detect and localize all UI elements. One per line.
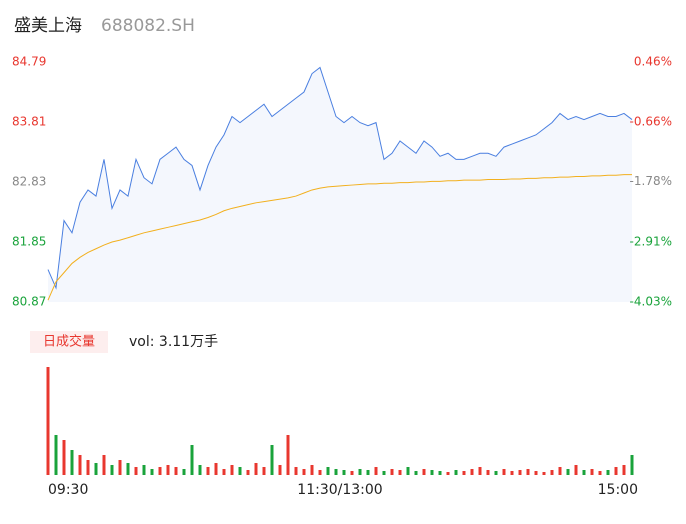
volume-bar bbox=[302, 469, 306, 475]
volume-bar bbox=[382, 471, 386, 475]
volume-bar bbox=[134, 467, 138, 475]
volume-bar bbox=[574, 465, 578, 475]
volume-bar bbox=[294, 467, 298, 475]
volume-bar bbox=[142, 465, 146, 475]
volume-bar bbox=[414, 471, 418, 475]
volume-bar bbox=[174, 467, 178, 475]
price-line bbox=[47, 66, 633, 290]
y-tick-label: 82.83 bbox=[12, 175, 46, 189]
volume-bar bbox=[398, 470, 402, 475]
volume-tab bbox=[30, 331, 108, 353]
volume-bar bbox=[166, 465, 170, 475]
volume-bar bbox=[78, 455, 82, 475]
volume-bar bbox=[558, 467, 562, 475]
volume-bar bbox=[286, 435, 290, 475]
stock-name: 盛美上海 bbox=[14, 16, 82, 36]
volume-bar bbox=[94, 463, 98, 475]
volume-bar bbox=[478, 467, 482, 475]
volume-bar bbox=[438, 471, 442, 475]
volume-bar bbox=[430, 470, 434, 475]
volume-bar bbox=[46, 367, 50, 475]
volume-bar bbox=[214, 463, 218, 475]
volume-bar bbox=[190, 445, 194, 475]
volume-bar bbox=[246, 470, 250, 475]
volume-bar bbox=[278, 465, 282, 475]
volume-bar bbox=[486, 470, 490, 475]
volume-bar bbox=[422, 469, 426, 475]
volume-bar bbox=[630, 455, 634, 475]
volume-bar bbox=[502, 469, 506, 475]
volume-bar bbox=[590, 469, 594, 475]
x-tick-label: 09:30 bbox=[48, 482, 88, 498]
volume-bar bbox=[70, 450, 74, 475]
y2-tick-label: -4.03% bbox=[630, 295, 672, 309]
y-tick-label: 84.79 bbox=[12, 55, 46, 69]
volume-bar bbox=[334, 469, 338, 475]
y2-tick-label: -2.91% bbox=[630, 235, 672, 249]
volume-bar bbox=[86, 460, 90, 475]
volume-bar bbox=[622, 465, 626, 475]
volume-bar bbox=[262, 467, 266, 475]
volume-bar bbox=[222, 469, 226, 475]
volume-bar bbox=[150, 469, 154, 475]
volume-bar bbox=[390, 469, 394, 475]
x-tick-label: 15:00 bbox=[598, 482, 638, 498]
volume-bar bbox=[62, 440, 66, 475]
y-tick-label: 81.85 bbox=[12, 235, 46, 249]
volume-bar bbox=[182, 469, 186, 475]
x-tick-label: 11:30/13:00 bbox=[297, 482, 382, 498]
volume-bar bbox=[550, 470, 554, 475]
volume-bar bbox=[542, 472, 546, 475]
volume-bar bbox=[598, 471, 602, 475]
volume-bar bbox=[102, 455, 106, 475]
price-area bbox=[48, 67, 632, 303]
volume-bar bbox=[326, 467, 330, 475]
volume-bar bbox=[358, 469, 362, 475]
volume-bar bbox=[198, 465, 202, 475]
volume-bar bbox=[454, 470, 458, 475]
volume-bar bbox=[126, 463, 130, 475]
average-line bbox=[47, 174, 632, 301]
volume-bar bbox=[566, 469, 570, 475]
volume-bar bbox=[374, 467, 378, 475]
stock-code: 688082.SH bbox=[101, 16, 195, 36]
volume-bar bbox=[606, 470, 610, 475]
volume-bar bbox=[518, 470, 522, 475]
y2-tick-label: -1.78% bbox=[630, 174, 672, 188]
y2-tick-label: 0.46% bbox=[634, 55, 672, 69]
volume-bar bbox=[494, 471, 498, 475]
volume-bar bbox=[318, 470, 322, 475]
y-tick-label: 83.81 bbox=[12, 115, 46, 129]
volume-bar bbox=[582, 470, 586, 475]
volume-bar bbox=[118, 460, 122, 475]
volume-bar bbox=[310, 465, 314, 475]
volume-tab-label: 日成交量 bbox=[43, 334, 95, 350]
volume-bar bbox=[534, 471, 538, 475]
y2-tick-label: -0.66% bbox=[630, 114, 672, 128]
volume-bar bbox=[158, 467, 162, 475]
volume-bar bbox=[238, 467, 242, 475]
volume-bar bbox=[526, 469, 530, 475]
volume-bar bbox=[406, 467, 410, 475]
volume-bar bbox=[614, 467, 618, 475]
y-tick-label: 80.87 bbox=[12, 295, 46, 309]
volume-bar bbox=[366, 470, 370, 475]
volume-bar bbox=[462, 471, 466, 475]
volume-bar bbox=[230, 465, 234, 475]
volume-bar bbox=[510, 471, 514, 475]
volume-bar bbox=[254, 463, 258, 475]
volume-bar bbox=[54, 435, 58, 475]
volume-bar bbox=[270, 445, 274, 475]
volume-info: vol: 3.11万手 bbox=[129, 334, 218, 350]
volume-bar bbox=[446, 472, 450, 475]
volume-bar bbox=[470, 469, 474, 475]
volume-bar bbox=[342, 470, 346, 475]
volume-bar bbox=[206, 467, 210, 475]
volume-bar bbox=[350, 471, 354, 475]
volume-bar bbox=[110, 465, 114, 475]
